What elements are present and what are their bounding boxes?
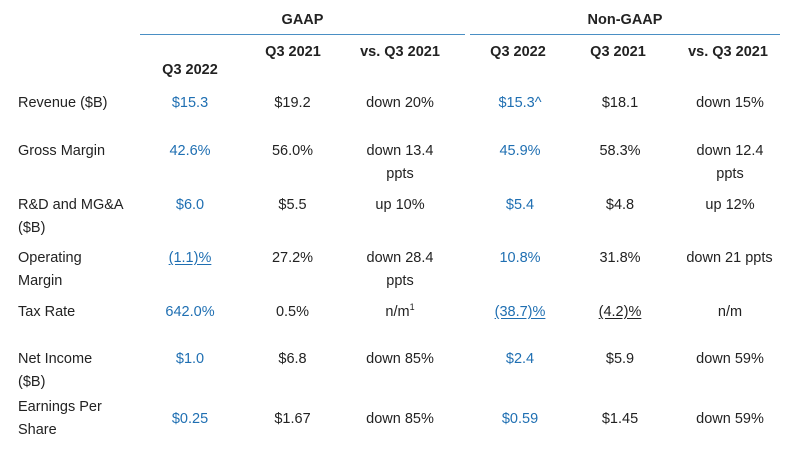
cell-gaap-q3-2021: 27.2%	[271, 250, 314, 266]
cell-gaap-q3-2022: $15.3	[171, 95, 209, 111]
cell-ng-vs: n/m	[717, 304, 743, 320]
col-header-ng-q3-2021: Q3 2021	[590, 44, 646, 60]
cell-ng-q3-2022: $5.4	[505, 197, 535, 213]
row-label-rd-mga: R&D and MG&A ($B)	[18, 197, 123, 236]
non-gaap-group-header: Non-GAAP	[587, 12, 663, 28]
cell-ng-q3-2021: 58.3%	[599, 143, 641, 159]
gaap-group-rule	[140, 34, 465, 35]
cell-gaap-vs: n/m	[385, 304, 410, 320]
row-label-revenue: Revenue ($B)	[18, 95, 108, 111]
cell-gaap-q3-2021: $19.2	[274, 95, 311, 111]
row-label-net-income: Net Income ($B)	[18, 351, 93, 390]
row-label-tax-rate: Tax Rate	[18, 304, 76, 320]
cell-ng-q3-2022: 10.8%	[499, 250, 541, 266]
col-header-gaap-q3-2021: Q3 2021	[265, 44, 321, 60]
cell-gaap-q3-2022: $0.25	[171, 411, 209, 427]
col-header-gaap-q3-2022: Q3 2022	[162, 62, 218, 78]
row-label-operating-margin: Operating Margin	[18, 250, 82, 289]
cell-gaap-q3-2022: (1.1)%	[168, 250, 212, 266]
cell-gaap-vs-wrap: n/m1	[350, 301, 450, 324]
cell-gaap-vs: down 85%	[366, 351, 434, 367]
cell-gaap-q3-2022: 42.6%	[169, 143, 211, 159]
cell-ng-vs: down 59%	[696, 411, 764, 427]
cell-gaap-q3-2022: 642.0%	[165, 304, 215, 320]
row-label-eps: Earnings Per Share	[18, 399, 102, 438]
cell-ng-q3-2021: $5.9	[605, 351, 635, 367]
cell-gaap-vs: down 20%	[366, 95, 434, 111]
cell-ng-q3-2021: $18.1	[601, 95, 639, 111]
footnote-marker: 1	[409, 302, 415, 313]
col-header-gaap-vs: vs. Q3 2021	[360, 44, 440, 60]
cell-gaap-q3-2022: $1.0	[175, 351, 205, 367]
cell-ng-q3-2022: 45.9%	[499, 143, 541, 159]
cell-gaap-vs: down 13.4 ppts	[366, 143, 434, 182]
cell-ng-vs: up 12%	[705, 197, 755, 213]
cell-gaap-q3-2021: $5.5	[278, 197, 307, 213]
cell-ng-q3-2022: $15.3^	[498, 95, 542, 111]
cell-gaap-q3-2021: 0.5%	[275, 304, 310, 320]
cell-ng-q3-2021: (4.2)%	[598, 304, 642, 320]
cell-ng-q3-2021: $1.45	[601, 411, 639, 427]
cell-gaap-vs: down 28.4 ppts	[366, 250, 434, 289]
cell-gaap-q3-2021: 56.0%	[271, 143, 314, 159]
cell-ng-q3-2022: $0.59	[501, 411, 539, 427]
gaap-group-header: GAAP	[281, 12, 324, 28]
cell-gaap-q3-2021: $1.67	[274, 411, 311, 427]
cell-gaap-vs: down 85%	[366, 411, 434, 427]
col-header-ng-q3-2022: Q3 2022	[490, 44, 546, 60]
cell-ng-vs: down 21 ppts	[686, 250, 773, 266]
col-header-ng-vs: vs. Q3 2021	[688, 44, 768, 60]
cell-gaap-q3-2022: $6.0	[175, 197, 205, 213]
cell-ng-q3-2022: (38.7)%	[494, 304, 546, 320]
cell-ng-vs: down 15%	[696, 95, 764, 111]
cell-ng-vs: down 59%	[696, 351, 764, 367]
row-label-gross-margin: Gross Margin	[18, 143, 106, 159]
cell-ng-q3-2022-wrap: (38.7)%	[470, 301, 570, 324]
cell-gaap-q3-2022-wrap: (1.1)%	[140, 247, 240, 270]
cell-gaap-vs: up 10%	[375, 197, 425, 213]
cell-ng-q3-2021: $4.8	[605, 197, 635, 213]
cell-gaap-q3-2021: $6.8	[278, 351, 307, 367]
cell-ng-q3-2021: 31.8%	[599, 250, 641, 266]
cell-ng-q3-2021-wrap: (4.2)%	[570, 301, 670, 324]
cell-ng-q3-2022: $2.4	[505, 351, 535, 367]
non-gaap-group-rule	[470, 34, 780, 35]
cell-ng-vs: down 12.4 ppts	[696, 143, 764, 182]
